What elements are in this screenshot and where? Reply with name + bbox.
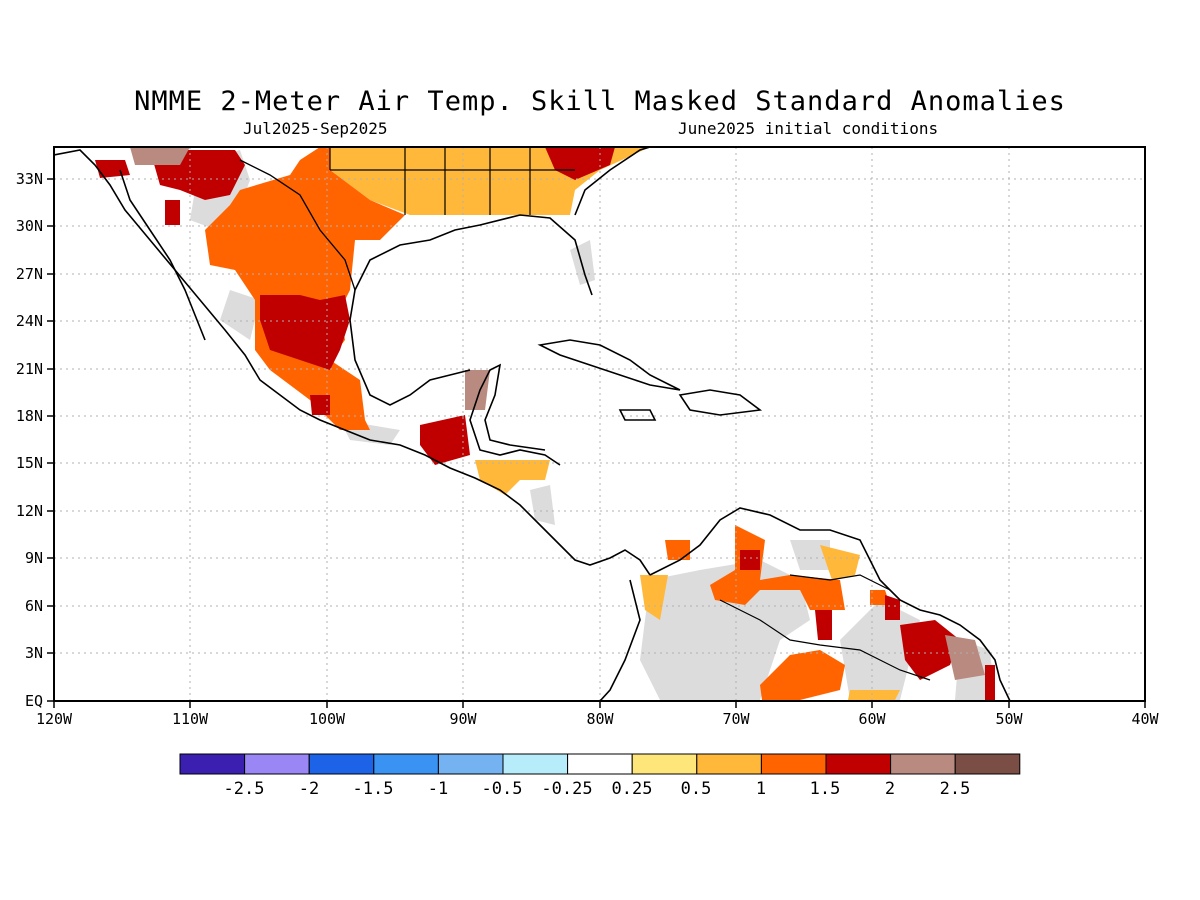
lon-labels: 120W 110W 100W 90W 80W 70W 60W 50W 40W — [36, 710, 1160, 728]
lat-labels: 33N 30N 27N 24N 21N 18N 15N 12N 9N 6N 3N… — [16, 170, 43, 710]
colorbar-swatch — [696, 753, 762, 775]
colorbar-swatch — [179, 753, 246, 775]
lat-label: 27N — [16, 265, 43, 283]
lat-label: 12N — [16, 502, 43, 520]
anomaly-0.5-to-1 — [330, 147, 900, 700]
forecast-period: Jul2025-Sep2025 — [243, 119, 388, 138]
colorbar-swatch — [631, 753, 698, 775]
lat-label: 9N — [25, 549, 43, 567]
colorbar-label: 0.25 — [612, 779, 653, 799]
lat-label: 21N — [16, 360, 43, 378]
colorbar-label: -2.5 — [224, 779, 265, 799]
colorbar-swatch — [890, 753, 956, 775]
lat-label: 3N — [25, 644, 43, 662]
colorbar-label: 0.5 — [681, 779, 712, 799]
map-title: NMME 2-Meter Air Temp. Skill Masked Stan… — [134, 86, 1066, 117]
lon-label: 100W — [309, 710, 346, 728]
lat-label: 24N — [16, 312, 43, 330]
coastlines — [54, 147, 1011, 701]
lon-label: 50W — [995, 710, 1023, 728]
colorbar-label: -0.5 — [482, 779, 523, 799]
colorbar-swatch — [567, 753, 633, 775]
colorbar-swatch — [825, 753, 892, 775]
colorbar-swatch — [437, 753, 504, 775]
colorbar-swatch — [308, 753, 375, 775]
colorbar-labels: -2.5 -2 -1.5 -1 -0.5 -0.25 0.25 0.5 1 1.… — [224, 779, 971, 799]
lon-label: 120W — [36, 710, 73, 728]
colorbar-label: -1 — [428, 779, 448, 799]
anomaly-2-to-2.5 — [130, 147, 985, 680]
tick-marks — [47, 178, 1146, 708]
lat-label: 30N — [16, 217, 43, 235]
lon-label: 70W — [722, 710, 750, 728]
lat-label: 15N — [16, 454, 43, 472]
colorbar-swatch — [373, 753, 439, 775]
lon-label: 110W — [172, 710, 209, 728]
colorbar-swatch — [760, 753, 827, 775]
lat-label: 18N — [16, 407, 43, 425]
anomaly-1.5-to-2 — [95, 147, 995, 700]
colorbar-swatch — [954, 753, 1021, 775]
lat-label: EQ — [25, 692, 43, 710]
lat-label: 33N — [16, 170, 43, 188]
colorbar-label: -2 — [299, 779, 319, 799]
anomaly-shading — [95, 147, 995, 700]
colorbar-label: 1 — [756, 779, 766, 799]
colorbar-label: -1.5 — [353, 779, 394, 799]
colorbar-swatch — [244, 753, 310, 775]
colorbar-label: 1.5 — [810, 779, 841, 799]
graticule — [54, 147, 1145, 701]
lon-label: 80W — [586, 710, 614, 728]
anomaly-1-to-1.5 — [205, 147, 890, 700]
colorbar-label: -0.25 — [541, 779, 592, 799]
colorbar — [179, 753, 1021, 775]
colorbar-label: 2 — [885, 779, 895, 799]
lon-label: 90W — [449, 710, 477, 728]
lon-label: 40W — [1131, 710, 1159, 728]
lon-label: 60W — [858, 710, 886, 728]
initial-conditions: June2025 initial conditions — [678, 119, 939, 138]
colorbar-swatch — [502, 753, 569, 775]
lat-label: 6N — [25, 597, 43, 615]
colorbar-label: 2.5 — [940, 779, 971, 799]
